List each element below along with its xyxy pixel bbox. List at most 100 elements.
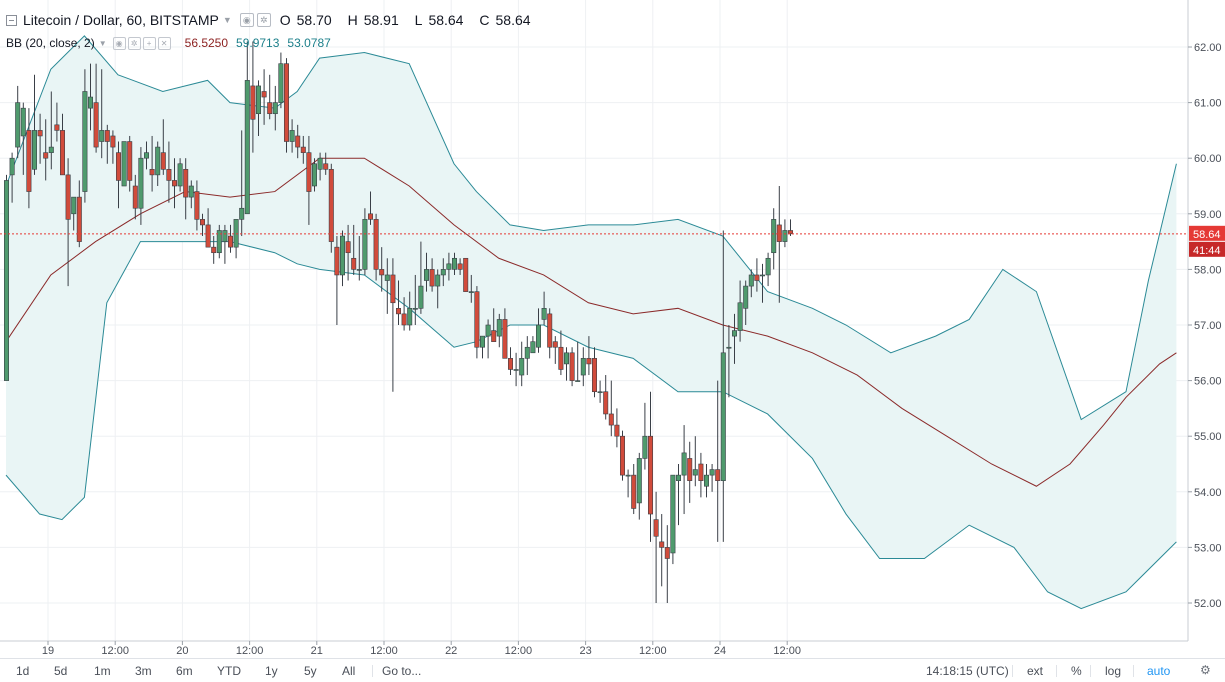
candle-body (659, 541, 665, 548)
candle-up (765, 252, 771, 287)
range-1d-button[interactable]: 1d (16, 664, 30, 678)
candle-body (664, 547, 670, 559)
candle-down (664, 525, 670, 603)
candle-up (418, 241, 424, 314)
candle-body (614, 424, 620, 437)
candle-body (457, 263, 463, 270)
candle-body (726, 346, 732, 349)
chevron-down-icon[interactable]: ▼ (98, 38, 107, 48)
range-6m-button[interactable]: 6m (176, 664, 193, 678)
candle-down (127, 135, 133, 192)
candle-body (754, 274, 760, 281)
percent-toggle[interactable]: % (1071, 664, 1082, 678)
candle-body (104, 130, 110, 142)
candle-down (698, 452, 704, 498)
candle-down (647, 391, 653, 542)
candle-down (200, 213, 206, 237)
plus-icon[interactable]: + (142, 36, 156, 50)
time-axis[interactable]: 19 12:00 20 12:00 21 12:00 22 12:00 23 12:00 24 12:… (42, 641, 801, 657)
candle-up (272, 85, 278, 131)
candle-body (323, 163, 329, 170)
price-axis-bg[interactable] (1189, 0, 1225, 641)
candle-up (636, 452, 642, 520)
time-tick-label: 12:00 (370, 645, 398, 657)
ext-toggle[interactable]: ext (1027, 664, 1044, 678)
candle-down (429, 258, 435, 292)
candle-down (65, 158, 71, 287)
candle-body (127, 141, 133, 181)
price-axis[interactable]: 62.00 61.00 60.00 59.00 58.00 57.00 56.00 55.00… (1188, 0, 1225, 641)
candle-up (524, 336, 530, 376)
settings-icon[interactable]: ⚙ (1200, 663, 1211, 677)
candle-body (239, 207, 245, 220)
clock-time[interactable]: 14:18:15 (UTC) (926, 664, 1009, 678)
candle-body (636, 458, 642, 504)
candle-body (4, 180, 10, 381)
candle-up (121, 141, 127, 187)
log-toggle[interactable]: log (1105, 664, 1122, 678)
candle-body (283, 63, 289, 142)
gear-icon[interactable]: ✲ (127, 36, 141, 50)
range-5d-button[interactable]: 5d (54, 664, 68, 678)
candle-body (362, 219, 368, 270)
candle-up (675, 464, 681, 526)
candle-down (334, 236, 340, 325)
candle-up (435, 269, 441, 309)
gear-icon[interactable]: ✲ (256, 13, 271, 27)
candle-up (496, 313, 502, 348)
candle-down (183, 158, 189, 220)
collapse-icon[interactable] (6, 14, 17, 26)
auto-toggle[interactable]: auto (1147, 664, 1171, 678)
candles (4, 41, 793, 603)
range-1y-button[interactable]: 1y (265, 664, 278, 678)
candle-down (653, 491, 659, 603)
eye-icon[interactable]: ◉ (239, 13, 254, 27)
candle-body (496, 319, 502, 337)
candle-body (787, 230, 793, 235)
range-1m-button[interactable]: 1m (94, 664, 111, 678)
price-tick-label: 54.00 (1194, 487, 1222, 499)
candle-body (244, 80, 250, 215)
candle-body (172, 180, 178, 187)
open-value: 58.70 (296, 12, 332, 28)
candle-body (698, 463, 704, 481)
candle-body (440, 269, 446, 276)
candle-body (166, 169, 172, 181)
price-tick-label: 62.00 (1194, 42, 1222, 54)
time-tick-label: 12:00 (505, 645, 533, 657)
candle-body (558, 346, 564, 370)
range-all-button[interactable]: All (342, 664, 356, 678)
indicator-name[interactable]: BB (20, close, 2) (6, 36, 95, 50)
candle-body (295, 135, 301, 148)
close-icon[interactable]: ✕ (157, 36, 171, 50)
bb-upper-value: 59.9713 (236, 36, 280, 50)
symbol-title[interactable]: Litecoin / Dollar, 60, BITSTAMP (23, 12, 219, 28)
chevron-down-icon[interactable]: ▼ (222, 15, 232, 25)
candle-down (160, 119, 166, 175)
last-price-label: 58.64 (1193, 229, 1221, 241)
candle-up (485, 319, 491, 359)
candle-down (569, 347, 575, 387)
candle-body (88, 96, 94, 109)
bb-upper-line (5, 35, 1177, 421)
candle-body (586, 358, 592, 365)
price-chart[interactable]: 62.00 61.00 60.00 59.00 58.00 57.00 56.00 55.00… (0, 0, 1225, 658)
range-5y-button[interactable]: 5y (304, 664, 317, 678)
candle-up (289, 119, 295, 153)
candle-body (121, 141, 127, 187)
candle-body (384, 274, 390, 281)
candle-up (255, 80, 261, 136)
candle-down (474, 286, 480, 359)
candle-body (591, 358, 597, 393)
candle-body (737, 302, 743, 331)
candle-down (300, 135, 306, 164)
eye-icon[interactable]: ◉ (112, 36, 126, 50)
range-ytd-button[interactable]: YTD (217, 664, 241, 678)
candle-down (351, 224, 357, 275)
candle-body (580, 358, 586, 376)
range-3m-button[interactable]: 3m (135, 664, 152, 678)
candle-body (541, 308, 547, 320)
candle-body (228, 235, 234, 248)
goto-button[interactable]: Go to... (382, 664, 422, 678)
candle-body (328, 169, 334, 242)
